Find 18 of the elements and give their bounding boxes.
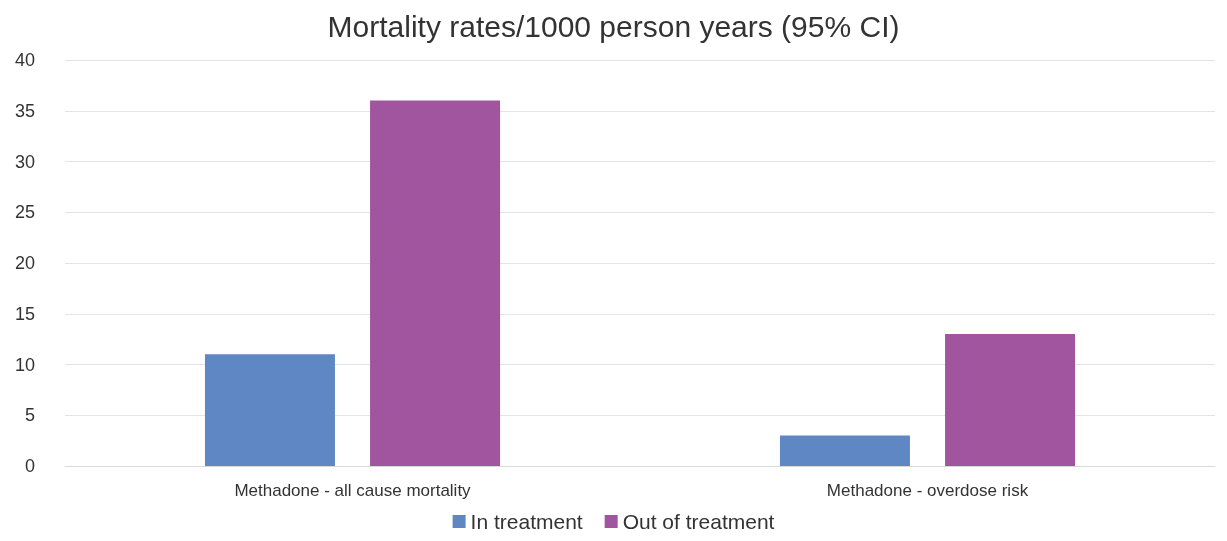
x-tick-label: Methadone - overdose risk — [826, 481, 1029, 500]
y-tick-label: 40 — [14, 50, 35, 70]
y-tick-label: 15 — [14, 303, 35, 324]
bar — [204, 354, 335, 466]
bar — [370, 100, 501, 466]
y-tick-label: 0 — [24, 456, 35, 476]
y-tick-label: 10 — [14, 354, 35, 375]
y-tick-label: 5 — [24, 405, 35, 426]
y-tick-label: 20 — [14, 253, 35, 273]
x-tick-label: Methadone - all cause mortality — [234, 481, 472, 500]
bar — [779, 435, 910, 466]
legend-label: In treatment — [470, 510, 583, 533]
chart-title: Mortality rates/1000 person years (95% CI) — [327, 9, 900, 43]
y-tick-label: 35 — [14, 100, 35, 121]
y-tick-label: 30 — [14, 151, 35, 172]
bar — [945, 334, 1076, 466]
y-tick-label: 25 — [14, 202, 35, 223]
legend-label: Out of treatment — [622, 510, 775, 533]
